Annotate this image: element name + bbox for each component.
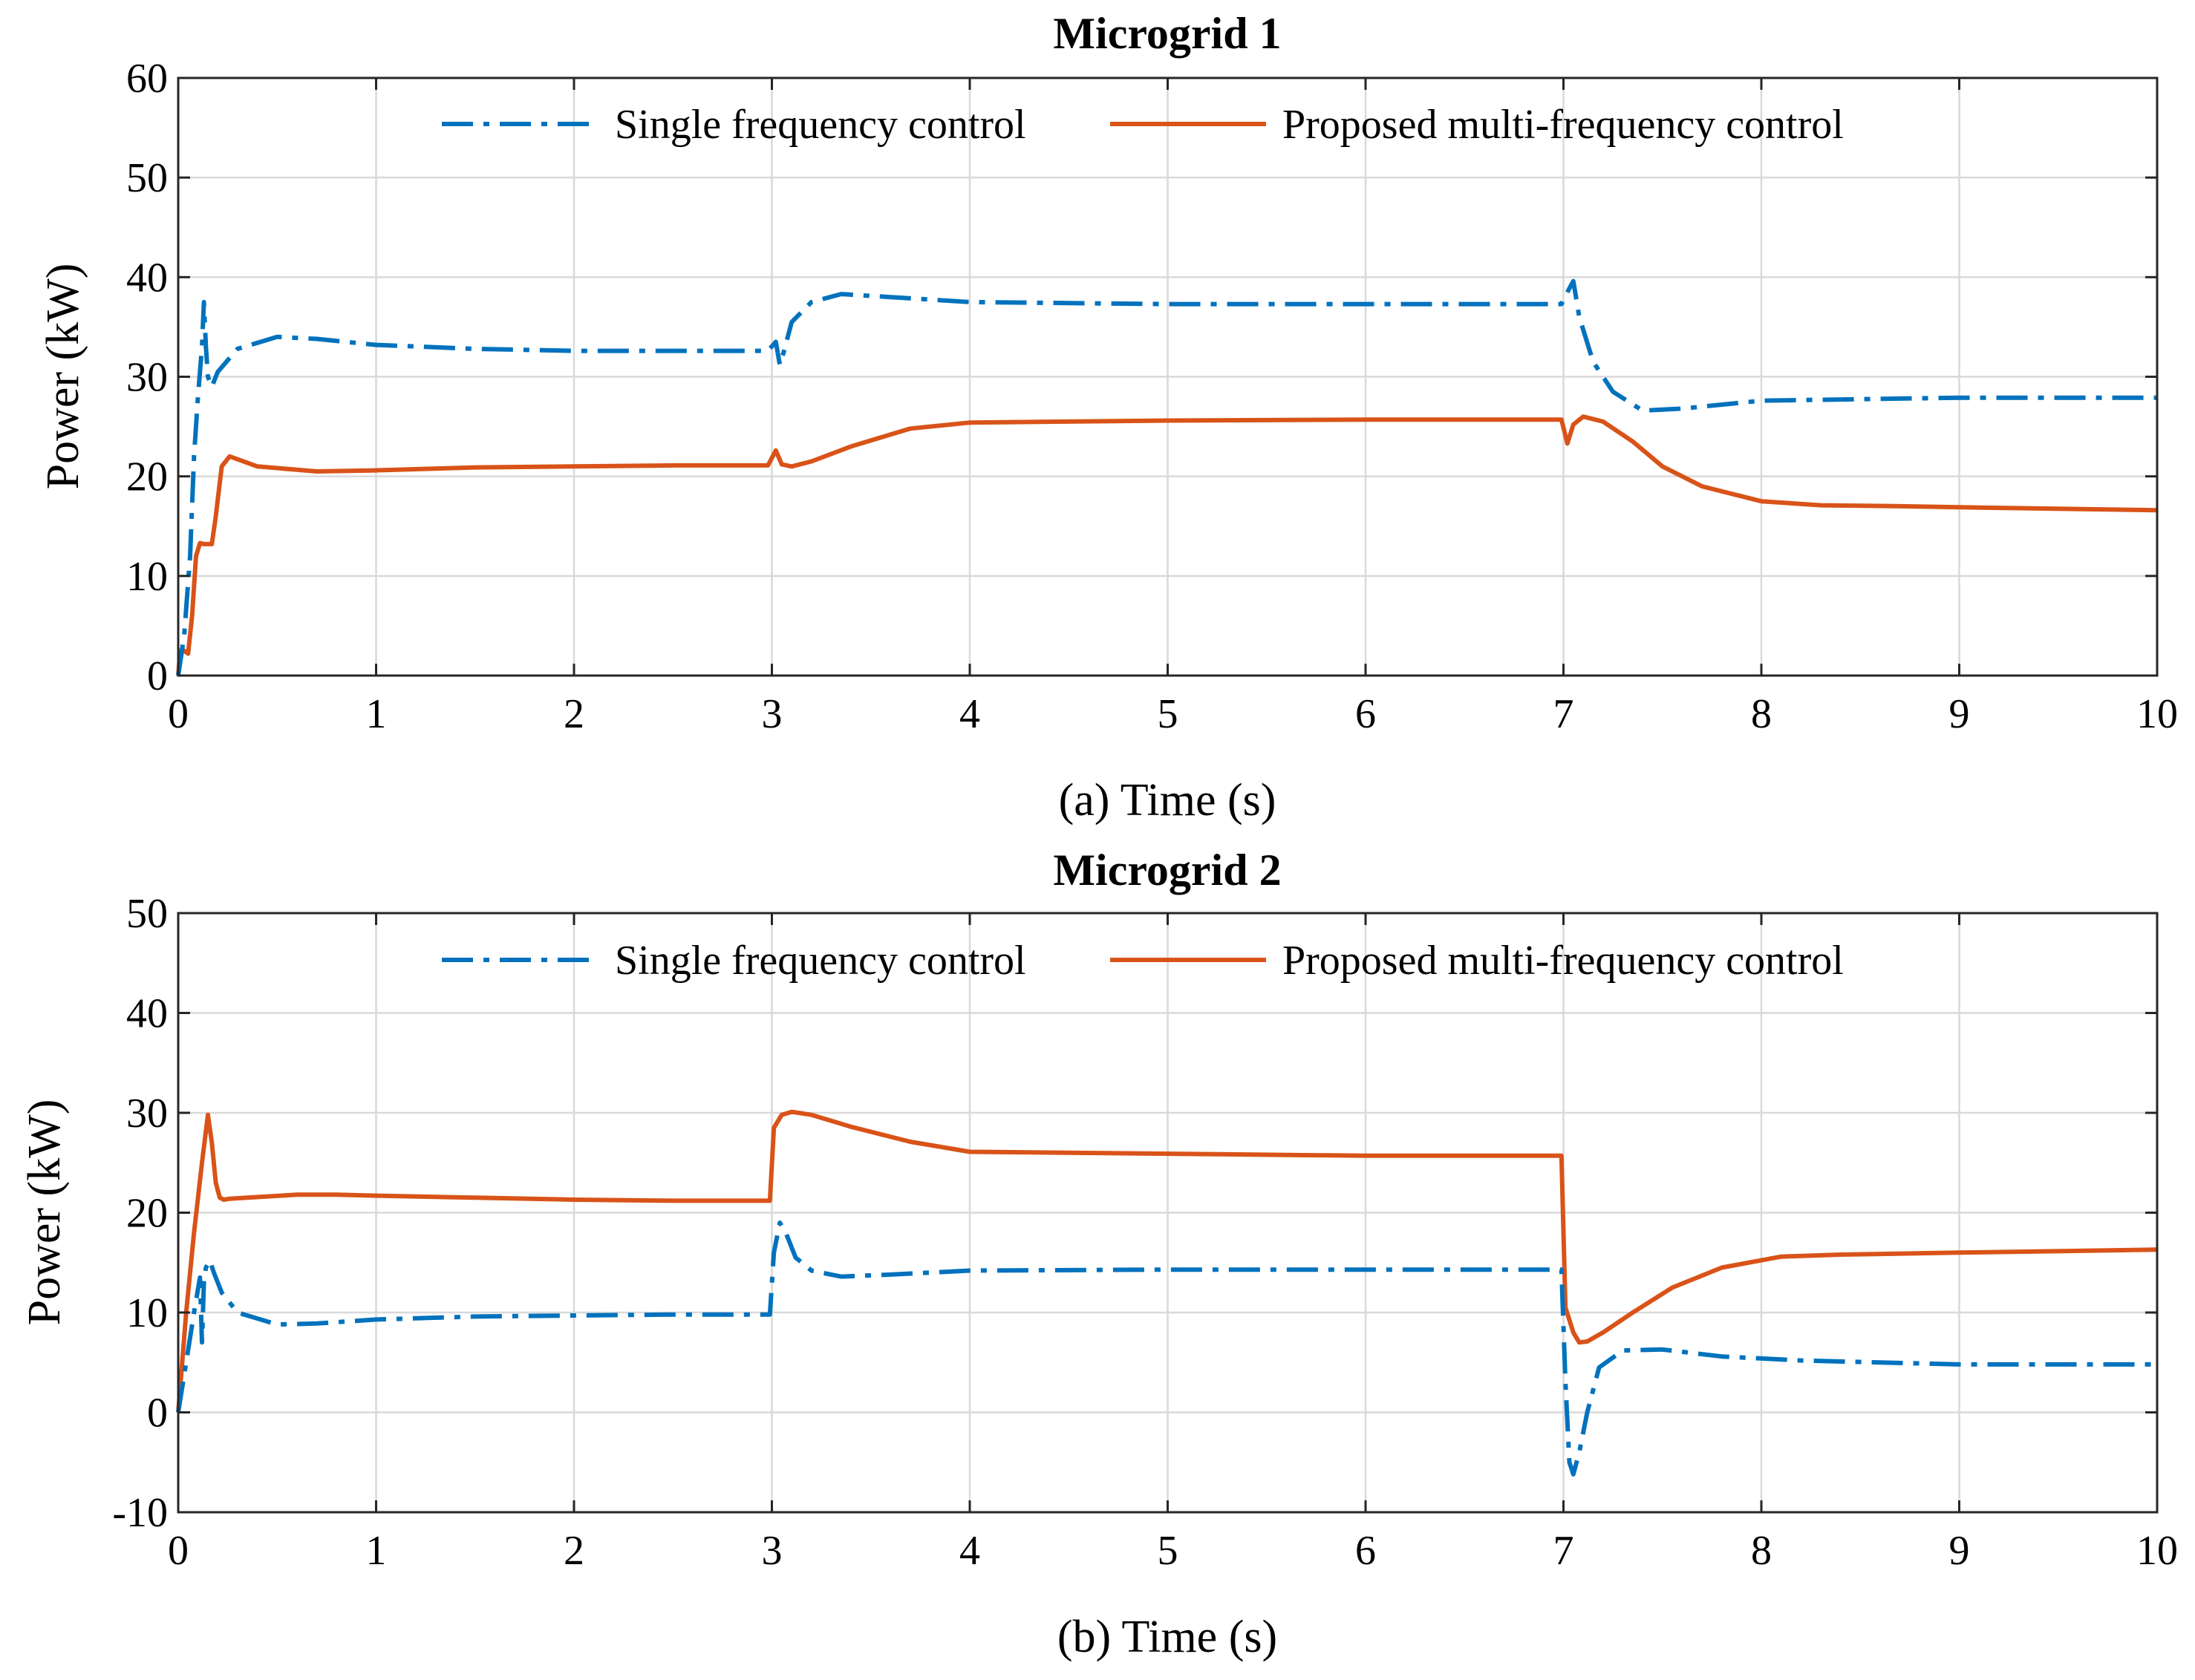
x-tick-label: 4	[959, 1528, 980, 1574]
x-tick-label: 0	[168, 691, 189, 737]
legend-label-proposed-2: Proposed multi-frequency control	[1282, 938, 1844, 984]
y-tick-label: 30	[126, 355, 168, 401]
legend-label-proposed-1: Proposed multi-frequency control	[1282, 102, 1844, 148]
series-group-1	[176, 278, 2158, 676]
legend-label-single-1: Single frequency control	[615, 102, 1026, 148]
x-tick-label: 1	[366, 691, 387, 737]
series-line-single-1	[176, 278, 2157, 676]
chart-microgrid-1: 0 1 2 3 4 5 6 7 8 9 10 0 10 20 30 40 50 60 Microgrid 1 (a…	[38, 9, 2178, 826]
x-tick-label: 3	[762, 691, 783, 737]
y-tick-label: 10	[126, 554, 168, 600]
gridlines-2	[178, 913, 2157, 1512]
y-tick-label: 20	[126, 1191, 168, 1237]
ticks-1: 0 1 2 3 4 5 6 7 8 9 10 0 10 20 30 40 50 60	[126, 56, 2178, 737]
x-tick-label: 10	[2136, 691, 2178, 737]
x-tick-label: 0	[168, 1528, 189, 1574]
x-tick-label: 8	[1751, 691, 1772, 737]
y-tick-label: -10	[112, 1490, 168, 1536]
y-tick-label: 60	[126, 56, 168, 102]
x-axis-label-2: (b) Time (s)	[1057, 1612, 1277, 1662]
x-tick-label: 2	[564, 691, 584, 737]
gridlines-1	[178, 78, 2157, 676]
y-axis-label-2: Power (kW)	[19, 1099, 70, 1326]
y-tick-label: 40	[126, 255, 168, 301]
x-tick-label: 5	[1158, 1528, 1178, 1574]
y-tick-label: 50	[126, 891, 168, 937]
x-tick-label: 6	[1355, 691, 1376, 737]
x-tick-label: 7	[1553, 1528, 1574, 1574]
x-tick-label: 4	[959, 691, 980, 737]
y-tick-label: 50	[126, 155, 168, 201]
series-line-proposed-1	[176, 414, 2158, 676]
y-tick-label: 20	[126, 454, 168, 500]
y-tick-label: 10	[126, 1290, 168, 1336]
legend-label-single-2: Single frequency control	[615, 938, 1026, 984]
x-tick-label: 10	[2136, 1528, 2178, 1574]
x-axis-label-1: (a) Time (s)	[1059, 775, 1276, 826]
series-group-2	[176, 1109, 2158, 1477]
y-tick-label: 0	[147, 653, 168, 699]
x-tick-label: 5	[1158, 691, 1178, 737]
x-tick-label: 7	[1553, 691, 1574, 737]
series-line-proposed-2	[176, 1109, 2158, 1413]
y-tick-label: 0	[147, 1390, 168, 1437]
y-tick-label: 30	[126, 1091, 168, 1137]
x-tick-label: 2	[564, 1528, 584, 1574]
chart-title-1: Microgrid 1	[1053, 9, 1281, 58]
y-tick-label: 40	[126, 991, 168, 1037]
x-tick-label: 8	[1751, 1528, 1772, 1574]
x-tick-label: 6	[1355, 1528, 1376, 1574]
y-axis-label-1: Power (kW)	[38, 264, 88, 490]
x-tick-label: 1	[366, 1528, 387, 1574]
x-tick-label: 9	[1949, 691, 1970, 737]
chart-title-2: Microgrid 2	[1053, 846, 1281, 895]
x-tick-label: 9	[1949, 1528, 1970, 1574]
legend-1: Single frequency control Proposed multi-…	[442, 102, 1844, 148]
legend-2: Single frequency control Proposed multi-…	[442, 938, 1844, 984]
x-tick-label: 3	[762, 1528, 783, 1574]
